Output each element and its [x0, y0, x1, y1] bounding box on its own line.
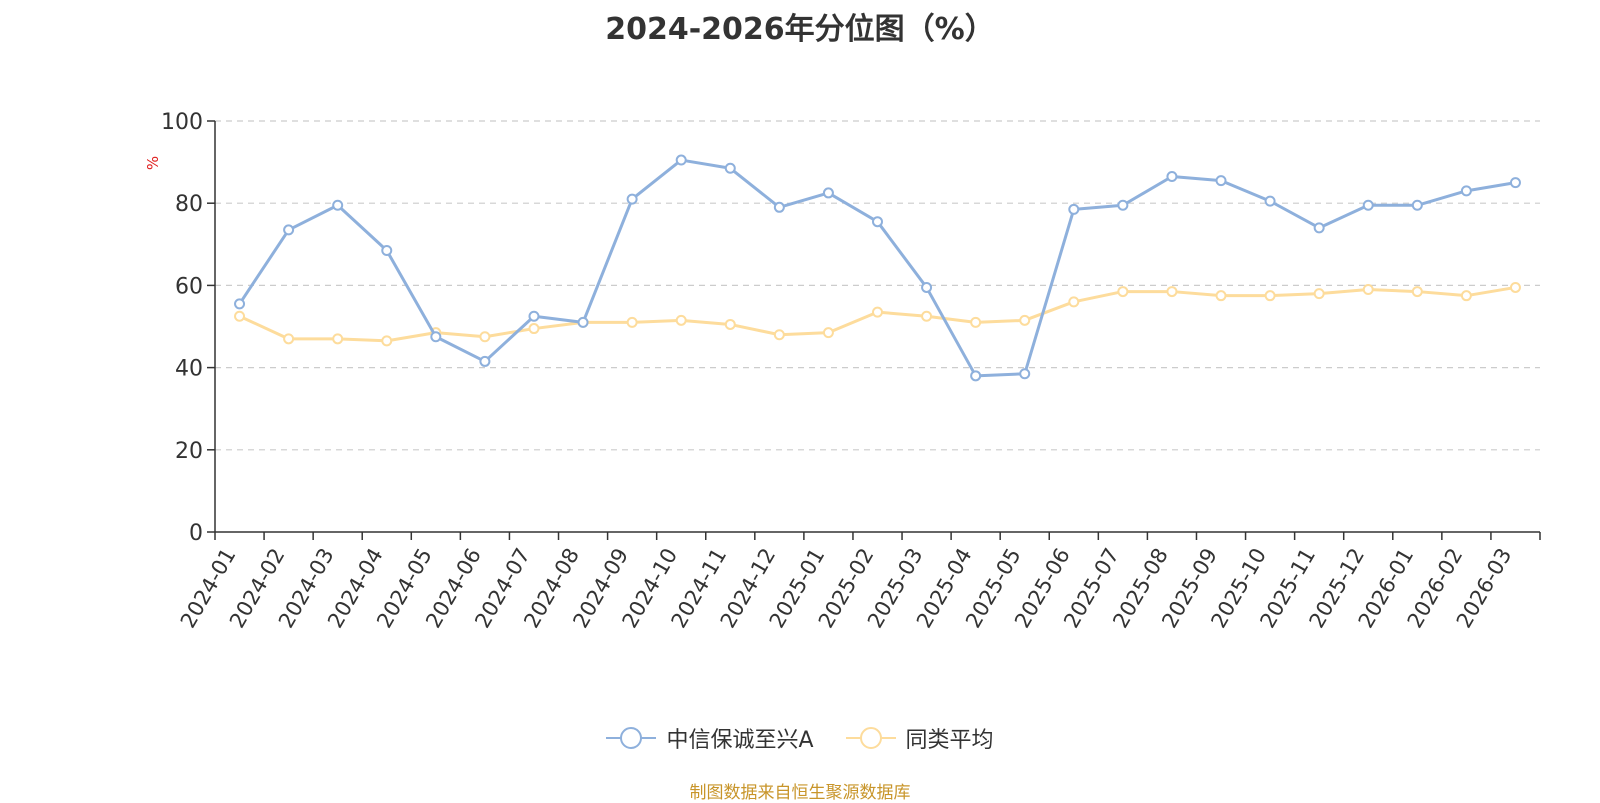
data-point [1460, 290, 1472, 302]
data-point [773, 329, 785, 341]
data-point [1460, 185, 1472, 197]
data-point [1509, 177, 1521, 189]
data-point [822, 327, 834, 339]
data-point [1117, 199, 1129, 211]
data-point [1313, 222, 1325, 234]
data-point [675, 314, 687, 326]
data-point [283, 224, 295, 236]
data-point [528, 310, 540, 322]
data-point [479, 331, 491, 343]
data-point [1264, 290, 1276, 302]
data-point [921, 281, 933, 293]
data-point [1215, 175, 1227, 187]
data-point [626, 193, 638, 205]
legend-item-series2[interactable]: 同类平均 [845, 722, 994, 754]
y-tick-label: 60 [175, 274, 203, 299]
legend: 中信保诚至兴A 同类平均 [0, 722, 1600, 754]
y-axis-unit-label: % [144, 156, 162, 170]
data-point [822, 187, 834, 199]
data-point [626, 316, 638, 328]
data-point [528, 323, 540, 335]
y-tick-label: 100 [161, 110, 203, 135]
data-point [577, 316, 589, 328]
data-point [1019, 314, 1031, 326]
data-point [1068, 296, 1080, 308]
data-point [921, 310, 933, 322]
data-source-note: 制图数据来自恒生聚源数据库 [689, 783, 911, 803]
y-tick-label: 40 [175, 357, 203, 382]
data-point [970, 370, 982, 382]
data-point [283, 333, 295, 345]
data-point [1264, 195, 1276, 207]
data-point [1166, 286, 1178, 298]
data-point [872, 216, 883, 228]
legend-item-series1[interactable]: 中信保诚至兴A [606, 722, 814, 754]
y-tick-label: 0 [189, 521, 203, 546]
data-point [381, 335, 393, 347]
series-1 [234, 154, 1521, 382]
data-point [1313, 288, 1325, 300]
data-point [1509, 281, 1521, 293]
data-point [1215, 290, 1227, 302]
chart-title: 2024-2026年分位图（%） [605, 12, 995, 47]
data-point [234, 298, 246, 310]
data-point [970, 316, 982, 328]
line-chart: 0204060801002024-012024-022024-032024-04… [144, 110, 1541, 632]
legend-series1-label: 中信保诚至兴A [666, 728, 814, 753]
data-point [332, 199, 344, 211]
y-tick-label: 20 [175, 439, 203, 464]
data-point [1411, 286, 1423, 298]
series [234, 154, 1521, 382]
legend-series2-label: 同类平均 [905, 728, 994, 753]
data-point [675, 154, 687, 166]
data-point [1362, 199, 1374, 211]
data-point [1068, 203, 1080, 215]
y-tick-label: 80 [175, 192, 203, 217]
series-line [238, 158, 1516, 378]
grid-lines [215, 120, 1540, 451]
data-point [479, 355, 491, 367]
data-point [1362, 284, 1374, 296]
data-point [430, 331, 442, 343]
series-2 [234, 281, 1521, 347]
axes: 0204060801002024-012024-022024-032024-04… [161, 110, 1541, 632]
legend-series2-icon [845, 726, 896, 750]
data-point [724, 162, 736, 174]
data-point [332, 333, 344, 345]
data-point [234, 310, 246, 322]
data-point [1411, 199, 1423, 211]
data-point [724, 318, 736, 330]
data-point [773, 201, 785, 213]
data-point [381, 244, 393, 256]
data-point [1166, 170, 1178, 182]
data-point [1019, 368, 1031, 380]
data-point [1117, 286, 1129, 298]
data-point [872, 306, 883, 318]
legend-series1-icon [606, 726, 657, 750]
